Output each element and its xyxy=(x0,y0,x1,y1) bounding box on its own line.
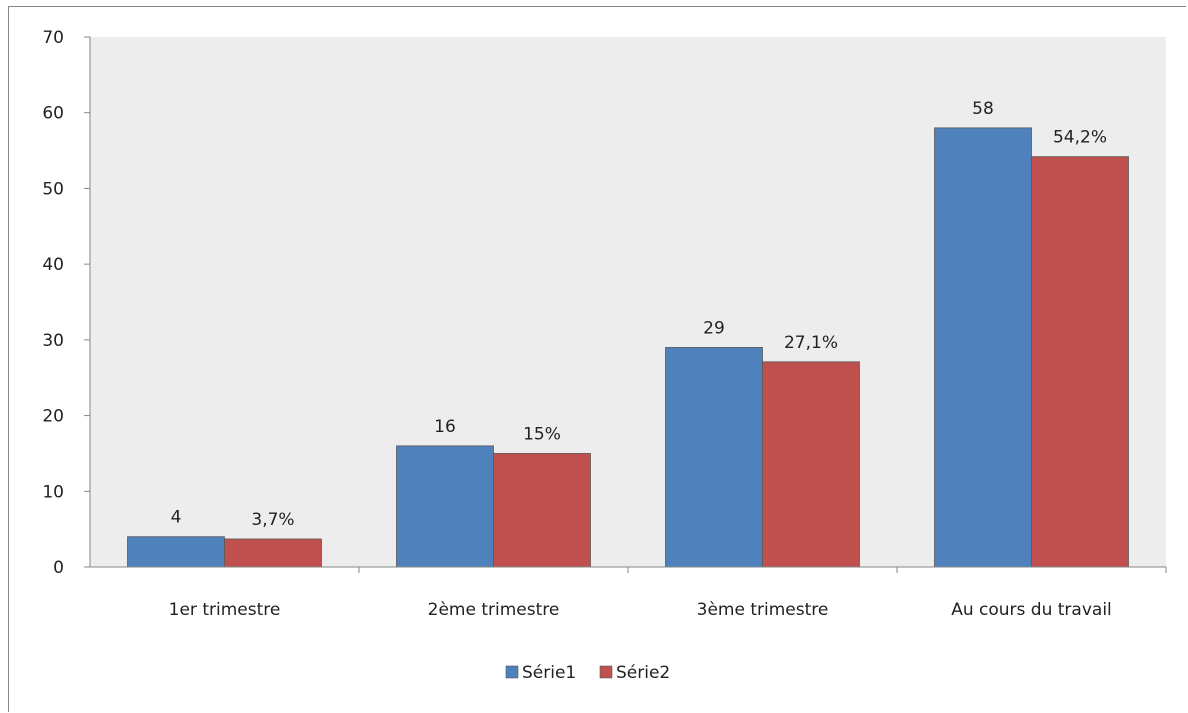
bars: 4 3,7% 16 15% 29 27,1% 58 54,2% xyxy=(127,99,1129,568)
data-label: 4 xyxy=(171,508,182,528)
y-tick-label: 0 xyxy=(53,558,64,578)
x-category-label: 2ème trimestre xyxy=(428,600,560,620)
legend-swatch xyxy=(505,665,519,679)
data-label: 15% xyxy=(523,424,561,444)
data-label: 54,2% xyxy=(1053,128,1107,148)
data-label: 3,7% xyxy=(251,510,294,530)
y-tick-label: 60 xyxy=(42,104,64,124)
data-label: 29 xyxy=(703,318,725,338)
y-tick-label: 20 xyxy=(42,407,64,427)
bar-2-4 xyxy=(1031,156,1129,568)
bar-1-3 xyxy=(665,347,763,568)
bar-1-2 xyxy=(396,445,494,568)
legend-swatch xyxy=(599,665,613,679)
y-tick-label: 30 xyxy=(42,331,64,351)
y-tick-label: 70 xyxy=(42,28,64,48)
data-label: 16 xyxy=(434,417,456,437)
x-category-label: Au cours du travail xyxy=(951,600,1112,620)
data-label: 27,1% xyxy=(784,333,838,353)
x-category-label: 1er trimestre xyxy=(169,600,281,620)
legend-label: Série1 xyxy=(522,663,576,683)
bar-2-2 xyxy=(493,453,591,568)
bar-2-3 xyxy=(762,361,860,568)
bar-2-1 xyxy=(224,538,322,568)
legend-label: Série2 xyxy=(616,663,670,683)
legend: Série1 Série2 xyxy=(505,663,670,683)
x-category-label: 3ème trimestre xyxy=(697,600,829,620)
bar-1-1 xyxy=(127,536,225,568)
y-tick-label: 40 xyxy=(42,255,64,275)
y-axis: 0 10 20 30 40 50 60 70 xyxy=(42,28,91,578)
y-tick-label: 50 xyxy=(42,179,64,199)
data-label: 58 xyxy=(972,99,994,119)
x-axis: 1er trimestre 2ème trimestre 3ème trimestr… xyxy=(90,566,1167,620)
y-tick-label: 10 xyxy=(42,482,64,502)
bar-1-4 xyxy=(934,127,1032,568)
